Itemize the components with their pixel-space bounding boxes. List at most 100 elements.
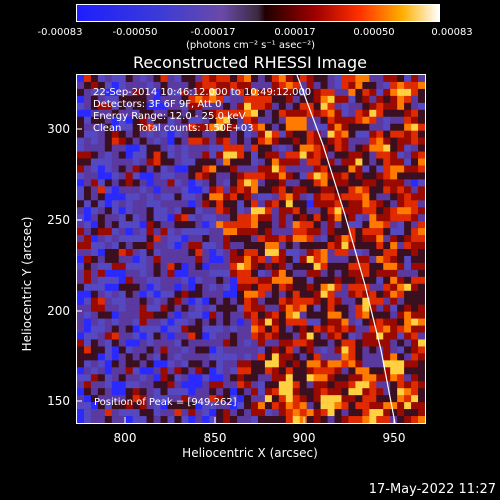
- map-pixel: [257, 283, 266, 292]
- map-pixel: [341, 255, 349, 264]
- map-pixel: [83, 381, 92, 389]
- map-pixel: [83, 416, 92, 423]
- map-pixel: [132, 130, 140, 138]
- map-pixel: [348, 360, 356, 368]
- map-pixel: [188, 165, 196, 173]
- map-pixel: [320, 228, 328, 236]
- map-pixel: [251, 116, 259, 125]
- map-pixel: [104, 318, 113, 326]
- map-pixel: [97, 255, 106, 264]
- map-pixel: [397, 116, 405, 125]
- map-pixel: [181, 242, 189, 250]
- map-pixel: [132, 332, 140, 340]
- map-pixel: [285, 311, 294, 319]
- map-pixel: [313, 221, 321, 229]
- colorbar-tick-1: -0.00083: [37, 27, 83, 38]
- map-pixel: [216, 144, 224, 152]
- map-pixel: [418, 318, 425, 326]
- map-pixel: [376, 102, 384, 111]
- map-pixel: [257, 158, 266, 166]
- map-pixel: [167, 249, 175, 257]
- map-pixel: [83, 116, 92, 125]
- map-pixel: [104, 249, 113, 257]
- map-pixel: [132, 221, 140, 229]
- map-pixel: [411, 207, 419, 215]
- map-pixel: [292, 165, 301, 173]
- map-pixel: [327, 311, 335, 319]
- map-pixel: [195, 228, 203, 236]
- map-pixel: [216, 179, 224, 187]
- map-pixel: [390, 332, 398, 340]
- map-pixel: [348, 409, 356, 417]
- map-pixel: [111, 416, 120, 423]
- map-pixel: [320, 123, 328, 131]
- map-pixel: [244, 88, 252, 97]
- map-pixel: [271, 165, 280, 173]
- map-pixel: [376, 325, 384, 333]
- map-pixel: [167, 416, 175, 423]
- map-pixel: [299, 409, 307, 417]
- map-pixel: [362, 297, 370, 305]
- map-pixel: [306, 130, 314, 138]
- map-pixel: [202, 81, 210, 90]
- map-pixel: [125, 116, 133, 125]
- map-pixel: [348, 262, 356, 271]
- map-pixel: [362, 116, 370, 125]
- map-pixel: [418, 346, 425, 354]
- map-pixel: [146, 332, 154, 340]
- map-pixel: [418, 235, 425, 243]
- map-pixel: [153, 179, 161, 187]
- map-pixel: [111, 214, 120, 222]
- map-pixel: [264, 200, 273, 208]
- map-pixel: [292, 235, 301, 243]
- map-pixel: [132, 123, 140, 131]
- map-pixel: [306, 297, 314, 305]
- map-pixel: [278, 360, 287, 368]
- map-pixel: [230, 130, 238, 138]
- map-pixel: [369, 318, 377, 326]
- map-pixel: [104, 179, 113, 187]
- map-pixel: [313, 235, 321, 243]
- map-pixel: [320, 172, 328, 180]
- map-pixel: [341, 123, 349, 131]
- map-pixel: [397, 290, 405, 299]
- map-pixel: [83, 409, 92, 417]
- map-pixel: [390, 228, 398, 236]
- map-pixel: [411, 116, 419, 125]
- map-pixel: [292, 102, 301, 111]
- map-pixel: [341, 228, 349, 236]
- map-pixel: [348, 332, 356, 340]
- map-pixel: [174, 339, 182, 347]
- map-pixel: [181, 179, 189, 187]
- map-pixel: [244, 388, 252, 396]
- map-pixel: [397, 179, 405, 187]
- map-pixel: [139, 339, 147, 347]
- map-pixel: [264, 88, 273, 97]
- map-pixel: [411, 102, 419, 111]
- map-pixel: [397, 255, 405, 264]
- map-pixel: [209, 207, 217, 215]
- map-pixel: [411, 179, 419, 187]
- map-pixel: [216, 402, 224, 410]
- map-pixel: [418, 242, 425, 250]
- map-pixel: [139, 318, 147, 326]
- map-pixel: [174, 109, 182, 118]
- map-pixel: [251, 374, 259, 382]
- map-pixel: [292, 297, 301, 305]
- map-pixel: [251, 409, 259, 417]
- map-pixel: [418, 416, 425, 423]
- map-pixel: [90, 130, 99, 138]
- map-pixel: [299, 353, 307, 361]
- map-pixel: [285, 95, 294, 104]
- map-pixel: [209, 221, 217, 229]
- map-pixel: [90, 200, 99, 208]
- map-pixel: [111, 290, 120, 299]
- map-pixel: [125, 75, 133, 83]
- map-pixel: [83, 311, 92, 319]
- map-pixel: [230, 332, 238, 340]
- map-pixel: [369, 75, 377, 83]
- map-pixel: [411, 228, 419, 236]
- map-pixel: [341, 304, 349, 312]
- map-pixel: [251, 95, 259, 104]
- map-pixel: [216, 318, 224, 326]
